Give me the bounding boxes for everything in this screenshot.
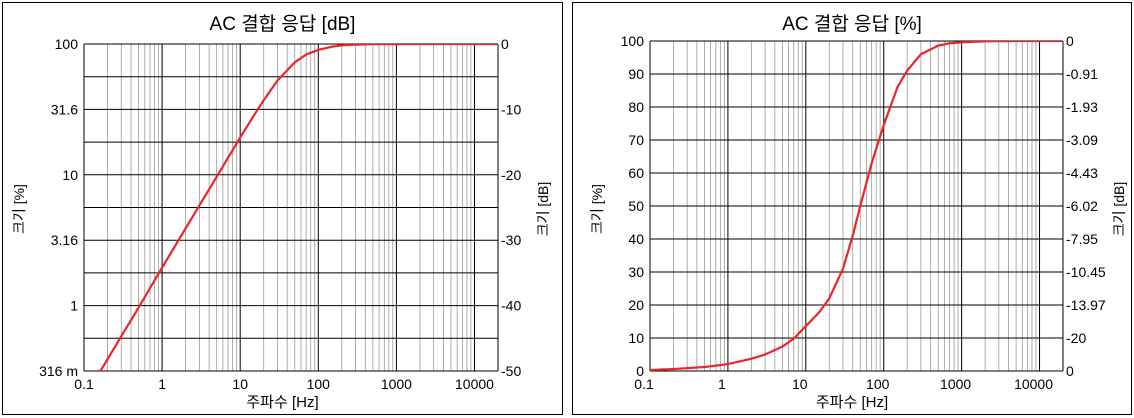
y-tick-label-left: 316 m [39,363,78,379]
y-tick-label-right: -20 [501,167,521,183]
y-tick-label-left: 31.6 [51,101,78,117]
y-tick-label-left: 1 [70,298,78,314]
y-tick-label-right: -30 [501,232,521,248]
y-tick-label-left: 3.16 [51,232,78,248]
x-tick-label: 0.1 [634,376,654,392]
y-tick-label-right: -20 [1066,330,1086,346]
x-axis-label: 주파수 [Hz] [246,394,319,411]
x-tick-label: 10 [232,376,248,392]
y-tick-label-right: -0.91 [1066,66,1098,82]
y-tick-label-right: -4.43 [1066,165,1098,181]
y-tick-label-left: 20 [628,297,644,313]
y-tick-label-left: 100 [55,36,79,52]
x-tick-label: 1 [718,376,726,392]
y-tick-label-right: -10 [501,101,521,117]
y-tick-label-right: 0 [501,36,509,52]
y-tick-label-right: -6.02 [1066,198,1098,214]
y-tick-label-right: -10.45 [1066,264,1106,280]
y-tick-label-right: -40 [501,298,521,314]
chart-panel-db: AC 결합 응답 [dB] 크기 [%] 크기 [dB] 주파수 [Hz] 10… [2,2,563,415]
y-tick-label-right: -1.93 [1066,99,1098,115]
y-tick-label-right: 0 [1066,33,1074,49]
chart-title: AC 결합 응답 [dB] [209,14,356,35]
y-tick-label-right: -13.97 [1066,297,1106,313]
x-tick-label: 1000 [381,376,412,392]
y-tick-label-right: 0 [1066,363,1074,379]
y-tick-label-left: 30 [628,264,644,280]
x-tick-label: 100 [307,376,331,392]
data-series-line [650,41,1063,371]
x-tick-label: 100 [866,376,890,392]
chart-plot-percent: 10090807060504030201000-0.91-1.93-3.09-4… [621,33,1106,392]
x-tick-label: 1 [158,376,166,392]
x-tick-label: 10000 [1014,376,1053,392]
x-tick-label: 1000 [940,376,971,392]
y-tick-label-left: 90 [628,66,644,82]
y-tick-label-left: 0 [636,363,644,379]
x-tick-label: 10000 [455,376,494,392]
y-tick-label-left: 80 [628,99,644,115]
y-tick-label-right: -3.09 [1066,132,1098,148]
x-axis-label: 주파수 [Hz] [815,394,889,411]
y-tick-label-left: 60 [628,165,644,181]
chart-panel-percent: AC 결합 응답 [%] 크기 [%] 크기 [dB] 주파수 [Hz] 100… [572,2,1132,415]
y-tick-label-left: 70 [628,132,644,148]
y-tick-label-left: 50 [628,198,644,214]
chart-plot-db: 100 31.6 10 3.16 1 316 m 0 -10 -20 -30 -40 -50 0.1 1 1… [39,36,521,392]
y-tick-label-left: 10 [628,330,644,346]
y-tick-label-left: 10 [62,167,78,183]
chart-title: AC 결합 응답 [%] [782,14,922,35]
y-tick-label-right: -50 [501,363,521,379]
x-tick-label: 10 [792,376,808,392]
x-tick-label: 0.1 [74,376,94,392]
y-tick-label-right: -7.95 [1066,231,1098,247]
data-series-line [97,44,498,371]
y-tick-label-left: 40 [628,231,644,247]
y-tick-label-left: 100 [621,33,645,49]
